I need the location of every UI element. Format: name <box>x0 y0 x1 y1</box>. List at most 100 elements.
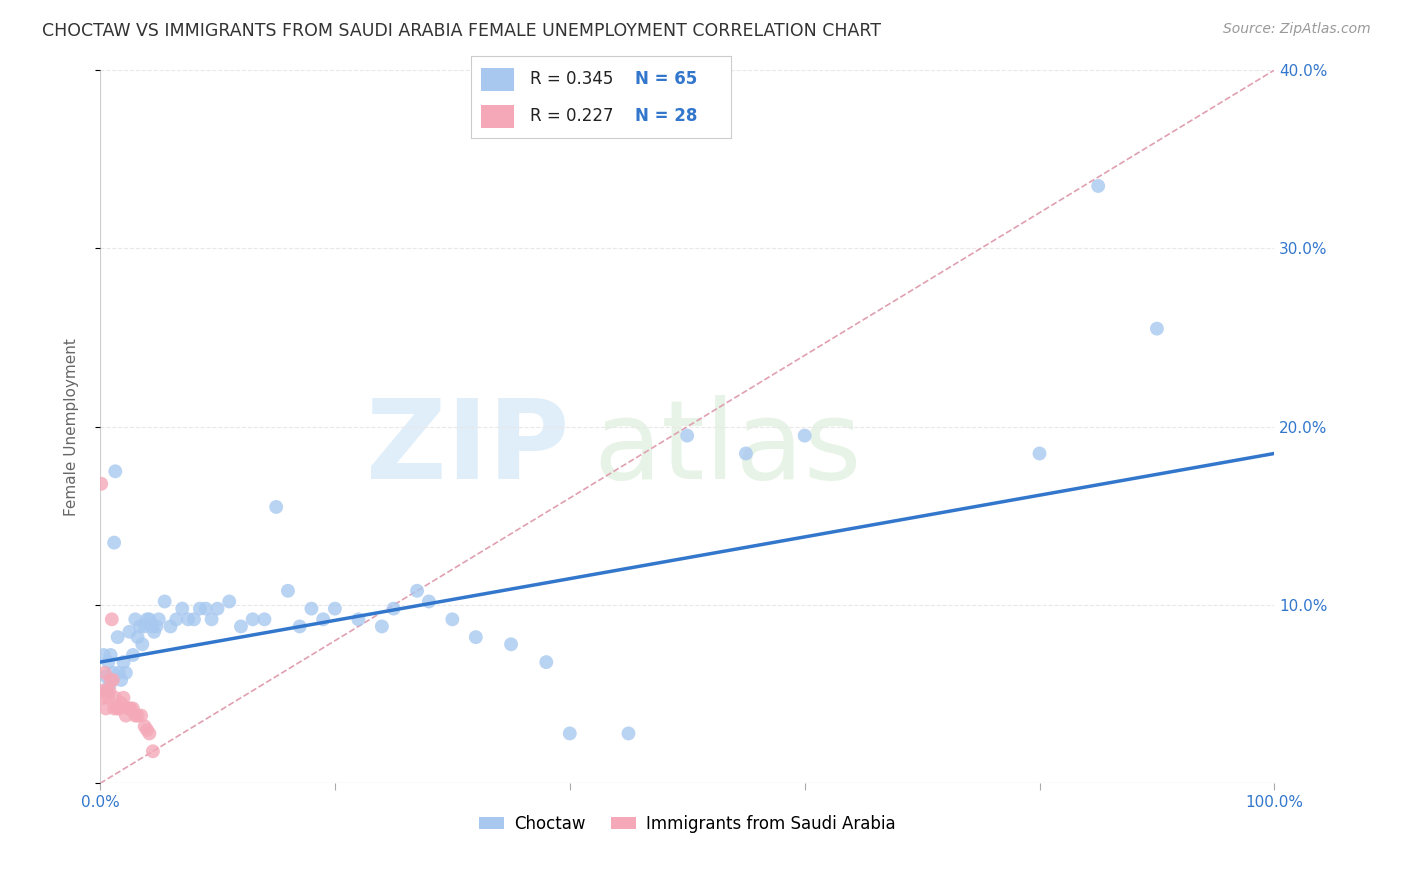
Point <box>464 630 486 644</box>
Point <box>382 601 405 615</box>
Point <box>122 701 145 715</box>
Point <box>91 683 114 698</box>
Point <box>118 624 141 639</box>
Point <box>103 535 125 549</box>
Point <box>131 637 153 651</box>
Point <box>134 719 156 733</box>
Point <box>499 637 522 651</box>
Point <box>793 428 815 442</box>
Point <box>96 683 118 698</box>
Point <box>101 673 124 687</box>
Point <box>288 619 311 633</box>
Point <box>299 601 322 615</box>
Point <box>117 701 139 715</box>
Point <box>93 648 115 662</box>
Point <box>129 708 152 723</box>
Point <box>264 500 287 514</box>
Point <box>735 446 758 460</box>
Point <box>142 744 165 758</box>
Point <box>112 655 135 669</box>
Point <box>127 630 149 644</box>
Point <box>277 583 299 598</box>
Point <box>138 726 160 740</box>
FancyBboxPatch shape <box>481 68 515 91</box>
Legend: Choctaw, Immigrants from Saudi Arabia: Choctaw, Immigrants from Saudi Arabia <box>472 808 901 839</box>
Text: atlas: atlas <box>593 394 862 501</box>
Point <box>98 683 121 698</box>
Point <box>371 619 394 633</box>
Point <box>1087 178 1109 193</box>
Point <box>253 612 276 626</box>
Point <box>145 619 167 633</box>
Point <box>107 701 129 715</box>
Point <box>172 601 194 615</box>
Point <box>124 708 146 723</box>
Text: N = 28: N = 28 <box>636 107 697 125</box>
Point <box>165 612 187 626</box>
Point <box>188 601 211 615</box>
Point <box>441 612 464 626</box>
Point <box>115 665 138 680</box>
Point <box>129 619 152 633</box>
Point <box>104 464 127 478</box>
Point <box>100 648 122 662</box>
Point <box>153 594 176 608</box>
Point <box>323 601 346 615</box>
Point <box>242 612 264 626</box>
Point <box>141 619 163 633</box>
Point <box>108 665 131 680</box>
Point <box>127 708 149 723</box>
Point <box>136 723 159 737</box>
Point <box>201 612 224 626</box>
Point <box>536 655 558 669</box>
Point <box>103 701 125 715</box>
Point <box>101 665 124 680</box>
Point <box>148 612 170 626</box>
Text: ZIP: ZIP <box>367 394 569 501</box>
Text: R = 0.345: R = 0.345 <box>530 70 613 88</box>
Point <box>218 594 240 608</box>
Point <box>120 701 142 715</box>
Y-axis label: Female Unemployment: Female Unemployment <box>65 338 79 516</box>
Point <box>558 726 581 740</box>
Point <box>93 665 115 680</box>
Point <box>1028 446 1050 460</box>
Point <box>177 612 200 626</box>
Point <box>108 701 131 715</box>
Text: Source: ZipAtlas.com: Source: ZipAtlas.com <box>1223 22 1371 37</box>
Point <box>347 612 370 626</box>
Point <box>90 476 112 491</box>
Point <box>100 673 122 687</box>
Point <box>101 673 124 687</box>
Point <box>97 655 120 669</box>
Point <box>134 619 156 633</box>
Point <box>110 673 132 687</box>
Point <box>98 678 121 692</box>
Point <box>676 428 699 442</box>
Text: N = 65: N = 65 <box>636 70 697 88</box>
Point <box>207 601 229 615</box>
Point <box>112 690 135 705</box>
Text: CHOCTAW VS IMMIGRANTS FROM SAUDI ARABIA FEMALE UNEMPLOYMENT CORRELATION CHART: CHOCTAW VS IMMIGRANTS FROM SAUDI ARABIA … <box>42 22 882 40</box>
Point <box>1146 321 1168 335</box>
Point <box>122 648 145 662</box>
Point <box>94 669 117 683</box>
Point <box>101 612 124 626</box>
Point <box>94 701 117 715</box>
Point <box>97 690 120 705</box>
Point <box>138 612 160 626</box>
Point <box>617 726 640 740</box>
Point <box>107 630 129 644</box>
Point <box>159 619 181 633</box>
Point <box>104 690 127 705</box>
Point <box>143 624 166 639</box>
Point <box>136 612 159 626</box>
Point <box>96 683 118 698</box>
Point <box>194 601 217 615</box>
Point <box>312 612 335 626</box>
Point <box>229 619 252 633</box>
Point <box>115 708 138 723</box>
Point <box>418 594 440 608</box>
Point <box>406 583 429 598</box>
Text: R = 0.227: R = 0.227 <box>530 107 613 125</box>
